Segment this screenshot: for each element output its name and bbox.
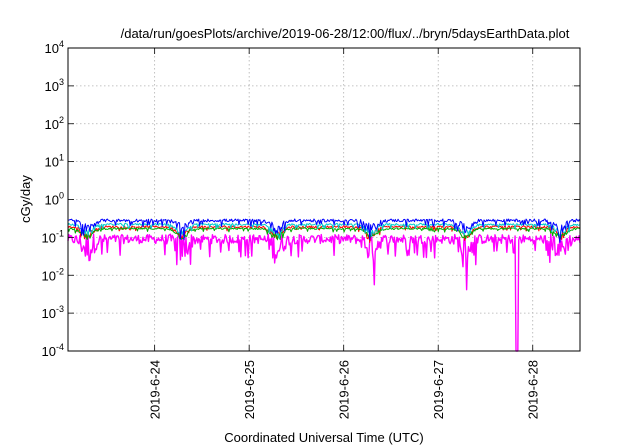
y-tick-label: 104 [45, 39, 64, 56]
y-axis-label: cGy/day [18, 175, 33, 223]
x-tick-label: 2019-6-28 [526, 360, 541, 419]
y-tick-label-base: 10 [42, 268, 56, 283]
y-tick-label-base: 10 [45, 193, 59, 208]
series-line [67, 233, 581, 352]
y-tick-label-exponent: 0 [59, 191, 64, 201]
y-tick-label-base: 10 [42, 230, 56, 245]
y-tick-label-base: 10 [42, 306, 56, 321]
y-tick-label: 10-1 [42, 228, 64, 245]
y-tick-label: 10-2 [42, 266, 64, 283]
chart-title: /data/run/goesPlots/archive/2019-06-28/1… [121, 26, 570, 41]
y-tick-label-exponent: 2 [59, 115, 64, 125]
grid [68, 48, 580, 351]
y-tick-label-exponent: 3 [59, 77, 64, 87]
y-tick-label-base: 10 [45, 79, 59, 94]
y-tick-label-base: 10 [45, 117, 59, 132]
y-tick-label-exponent: -1 [56, 228, 64, 238]
x-tick-label: 2019-6-25 [242, 360, 257, 419]
y-tick-label: 101 [45, 153, 64, 170]
series-line [67, 218, 581, 243]
x-tick-label: 2019-6-24 [148, 360, 163, 419]
x-axis: 2019-6-24 2019-6-25 2019-6-26 2019-6-27 2019… [148, 48, 541, 419]
y-tick-label-exponent: -2 [56, 266, 64, 276]
y-tick-label-base: 10 [42, 344, 56, 359]
y-tick-label: 10-4 [42, 342, 64, 359]
y-tick-label: 100 [45, 191, 64, 208]
x-tick-label: 2019-6-26 [337, 360, 352, 419]
series-line [67, 227, 581, 241]
y-tick-label-exponent: -4 [56, 342, 64, 352]
y-tick-label: 103 [45, 77, 64, 94]
y-tick-label: 10-3 [42, 304, 64, 321]
x-tick-label: 2019-6-27 [431, 360, 446, 419]
y-tick-label-exponent: -3 [56, 304, 64, 314]
x-axis-label: Coordinated Universal Time (UTC) [224, 430, 423, 445]
plot-area [67, 218, 581, 352]
y-tick-label-base: 10 [45, 155, 59, 170]
y-tick-label-exponent: 1 [59, 153, 64, 163]
y-tick-label-exponent: 4 [59, 39, 64, 49]
y-tick-label: 102 [45, 115, 64, 132]
y-tick-label-base: 10 [45, 41, 59, 56]
